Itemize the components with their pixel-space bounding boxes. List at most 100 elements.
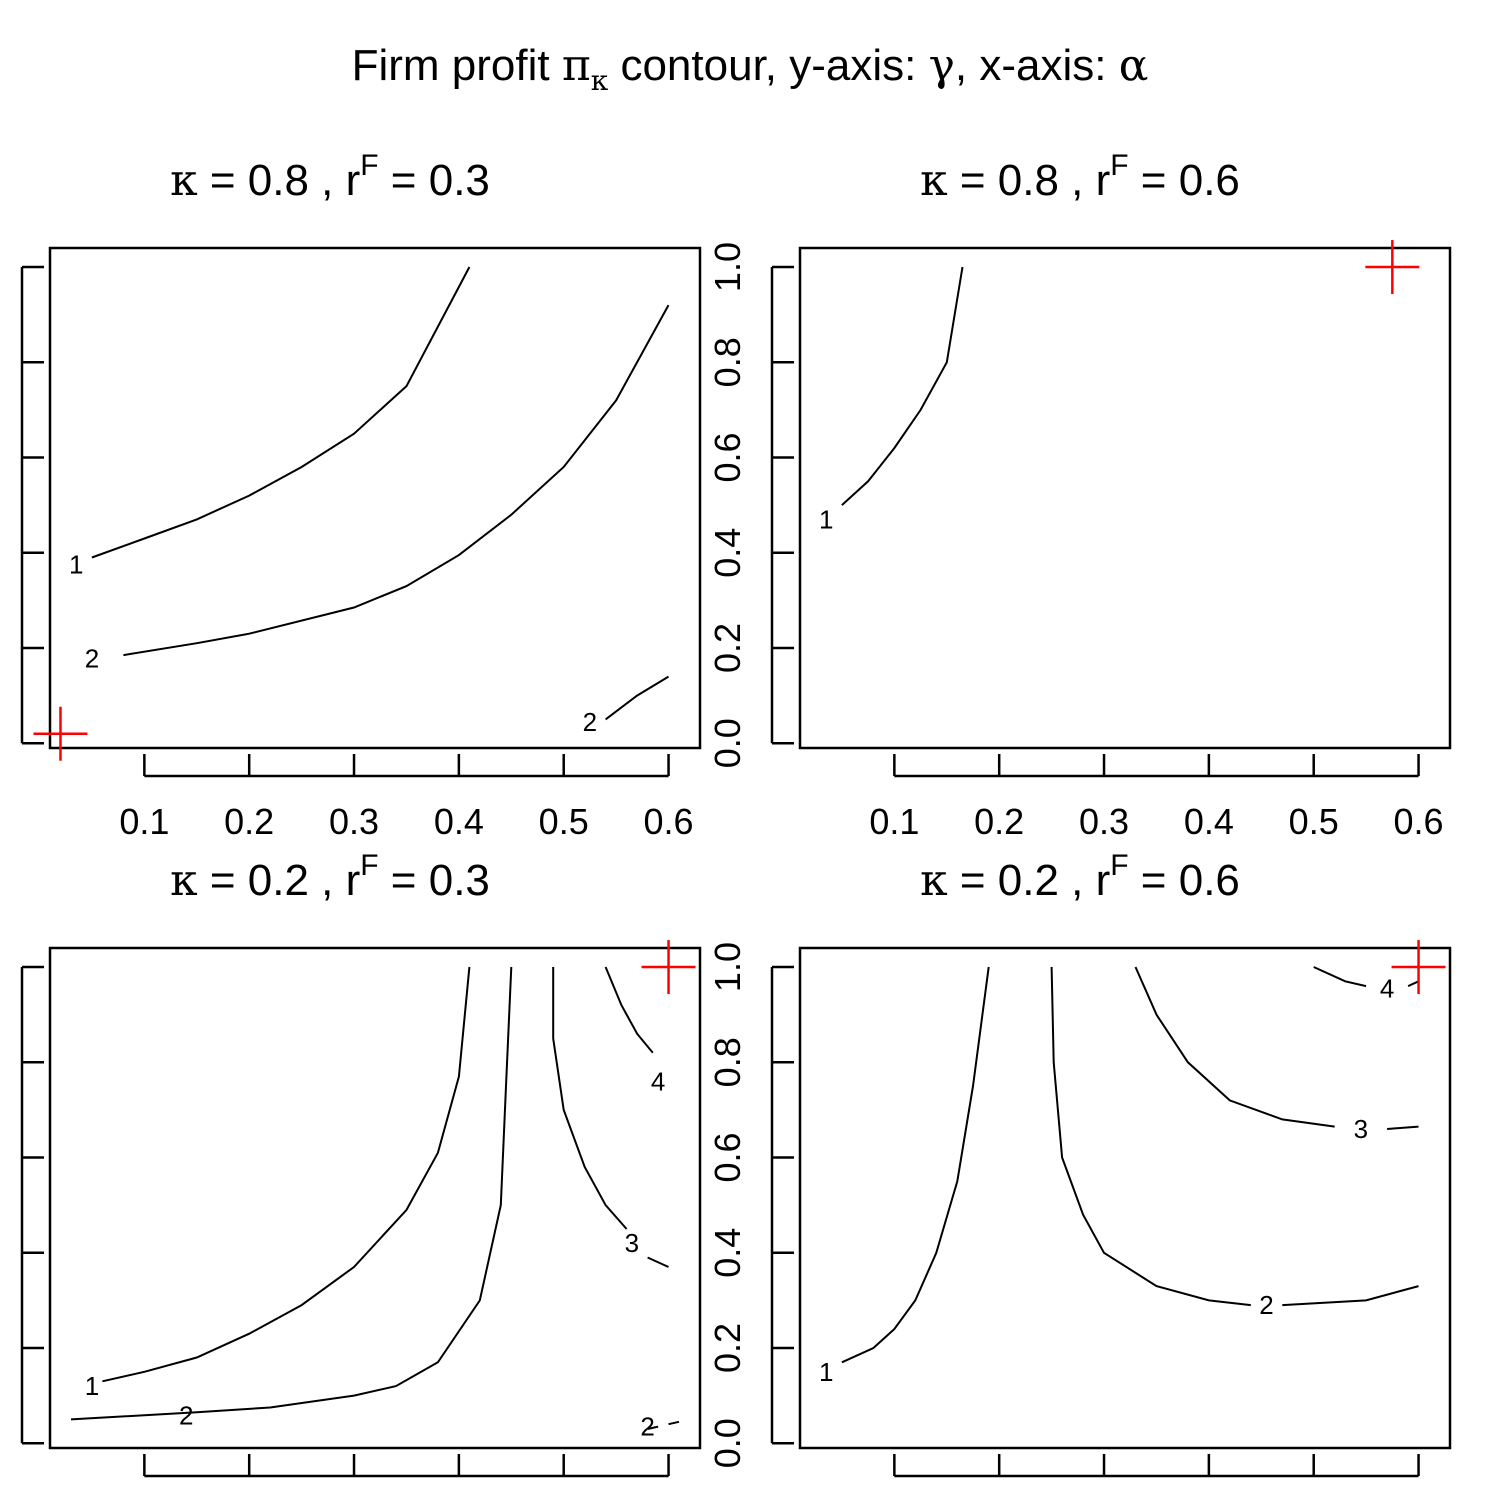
figure-title: Firm profit πκ contour, y-axis: γ, x-axi… — [352, 40, 1149, 97]
panel-title: κ = 0.8 , rF = 0.3 — [170, 149, 490, 206]
figure-title-part: , x-axis: — [955, 41, 1119, 90]
x-tick-label: 0.3 — [1079, 801, 1129, 842]
y-tick-label: 0.0 — [707, 1418, 748, 1468]
x-tick-label: 0.6 — [1394, 801, 1444, 842]
alpha-symbol: α — [1119, 40, 1149, 91]
x-tick-label: 0.4 — [434, 801, 484, 842]
y-tick-label: 1.0 — [707, 942, 748, 992]
pi-symbol: π — [562, 40, 591, 91]
contour-label: 4 — [1380, 973, 1394, 1003]
y-tick-label: 0.8 — [707, 337, 748, 387]
contour-line — [1134, 966, 1335, 1128]
x-axis: 0.1 0.2 0.3 0.4 0.5 0.6 — [869, 754, 1444, 842]
figure-title-part: contour, y-axis: — [608, 41, 928, 90]
x-tick-label: 0.1 — [119, 801, 169, 842]
contour-line — [841, 266, 964, 506]
contour-line — [102, 966, 471, 1383]
contour-line — [647, 1425, 659, 1430]
y-tick-label: 0.0 — [707, 718, 748, 768]
plot-frame — [798, 246, 1452, 750]
contour-line — [1282, 1285, 1419, 1307]
contour-lines: 1 2 3 4 2 — [70, 966, 680, 1442]
contour-panel-kappa-02-rf-03: κ = 0.2 , rF = 0.3 0.0 0.2 0.4 0.6 0.8 1.0 1 2 3 4… — [20, 849, 748, 1478]
contour-line — [604, 675, 670, 721]
x-axis: 0.1 0.2 0.3 0.4 0.5 0.6 — [119, 754, 694, 842]
y-axis — [770, 965, 794, 1445]
panel-title: κ = 0.2 , rF = 0.6 — [920, 849, 1240, 906]
panel-title-tail: = 0.6 — [1129, 856, 1240, 905]
y-tick-label: 0.2 — [707, 1323, 748, 1373]
y-tick-label: 0.6 — [707, 433, 748, 483]
kappa-symbol: κ — [170, 155, 198, 206]
y-tick-label: 1.0 — [707, 242, 748, 292]
contour-label: 1 — [819, 1357, 833, 1387]
y-tick-label: 0.8 — [707, 1037, 748, 1087]
contour-label: 1 — [69, 550, 83, 580]
panel-title-tail: = 0.3 — [379, 156, 490, 205]
contour-lines: 1 2 3 4 — [819, 966, 1419, 1387]
x-axis — [143, 1454, 670, 1478]
contour-label: 4 — [651, 1066, 665, 1096]
panel-title: κ = 0.2 , rF = 0.3 — [170, 849, 490, 906]
contour-line — [91, 266, 471, 559]
contour-panel-kappa-02-rf-06: κ = 0.2 , rF = 0.6 1 2 3 4 — [770, 849, 1452, 1478]
kappa-symbol: κ — [170, 855, 198, 906]
contour-line — [70, 966, 513, 1421]
y-axis — [770, 265, 794, 745]
gamma-symbol: γ — [929, 40, 955, 91]
contour-line — [604, 966, 654, 1054]
contour-lines: 1 — [819, 266, 964, 534]
x-tick-label: 0.1 — [869, 801, 919, 842]
y-tick-label: 0.4 — [707, 528, 748, 578]
contour-label: 3 — [1354, 1114, 1368, 1144]
x-tick-label: 0.6 — [644, 801, 694, 842]
contour-label: 2 — [583, 707, 597, 737]
y-axis: 0.0 0.2 0.4 0.6 0.8 1.0 — [20, 242, 748, 768]
x-tick-label: 0.2 — [974, 801, 1024, 842]
contour-label: 3 — [625, 1228, 639, 1258]
contour-label: 2 — [85, 643, 99, 673]
y-axis: 0.0 0.2 0.4 0.6 0.8 1.0 — [20, 942, 748, 1468]
panel-title-text: = 0.8 , r — [198, 156, 361, 205]
contour-label: 2 — [1259, 1290, 1273, 1320]
contour-line — [123, 304, 670, 657]
kappa-symbol: κ — [920, 155, 948, 206]
x-tick-label: 0.4 — [1184, 801, 1234, 842]
superscript-f: F — [1110, 849, 1128, 882]
figure-title-part: Firm profit — [352, 41, 562, 90]
kappa-subscript: κ — [591, 64, 609, 97]
y-tick-label: 0.6 — [707, 1133, 748, 1183]
plot-frame — [48, 946, 702, 1450]
contour-label: 1 — [85, 1371, 99, 1401]
contour-lines: 1 2 2 — [69, 266, 670, 737]
contour-line — [1387, 1125, 1419, 1130]
optimum-marker — [1391, 940, 1446, 995]
contour-line — [1313, 966, 1367, 988]
plot-frame — [798, 946, 1452, 1450]
optimum-marker — [641, 940, 696, 995]
optimum-marker — [33, 706, 88, 761]
contour-line — [1407, 980, 1419, 988]
contour-label: 2 — [640, 1412, 654, 1442]
superscript-f: F — [360, 849, 378, 882]
panel-title-tail: = 0.6 — [1129, 156, 1240, 205]
contour-line — [647, 1256, 669, 1268]
panel-title-text: = 0.2 , r — [948, 856, 1111, 905]
x-tick-label: 0.5 — [1289, 801, 1339, 842]
optimum-marker — [1365, 240, 1420, 295]
contour-panel-kappa-08-rf-06: κ = 0.8 , rF = 0.6 0.1 0.2 0.3 0.4 0.5 0.6 1 — [770, 149, 1452, 842]
contour-line — [668, 1420, 680, 1426]
plot-frame — [48, 246, 702, 750]
panel-title-text: = 0.2 , r — [198, 856, 361, 905]
contour-label: 2 — [179, 1401, 193, 1431]
superscript-f: F — [1110, 149, 1128, 182]
contour-line — [1050, 966, 1251, 1307]
panel-title: κ = 0.8 , rF = 0.6 — [920, 149, 1240, 206]
x-tick-label: 0.5 — [539, 801, 589, 842]
x-tick-label: 0.2 — [224, 801, 274, 842]
contour-panel-kappa-08-rf-03: κ = 0.8 , rF = 0.3 0.0 0.2 0.4 0.6 0.8 1.0 0.1 0… — [20, 149, 748, 842]
x-axis — [893, 1454, 1420, 1478]
contour-line — [552, 967, 628, 1230]
kappa-symbol: κ — [920, 855, 948, 906]
